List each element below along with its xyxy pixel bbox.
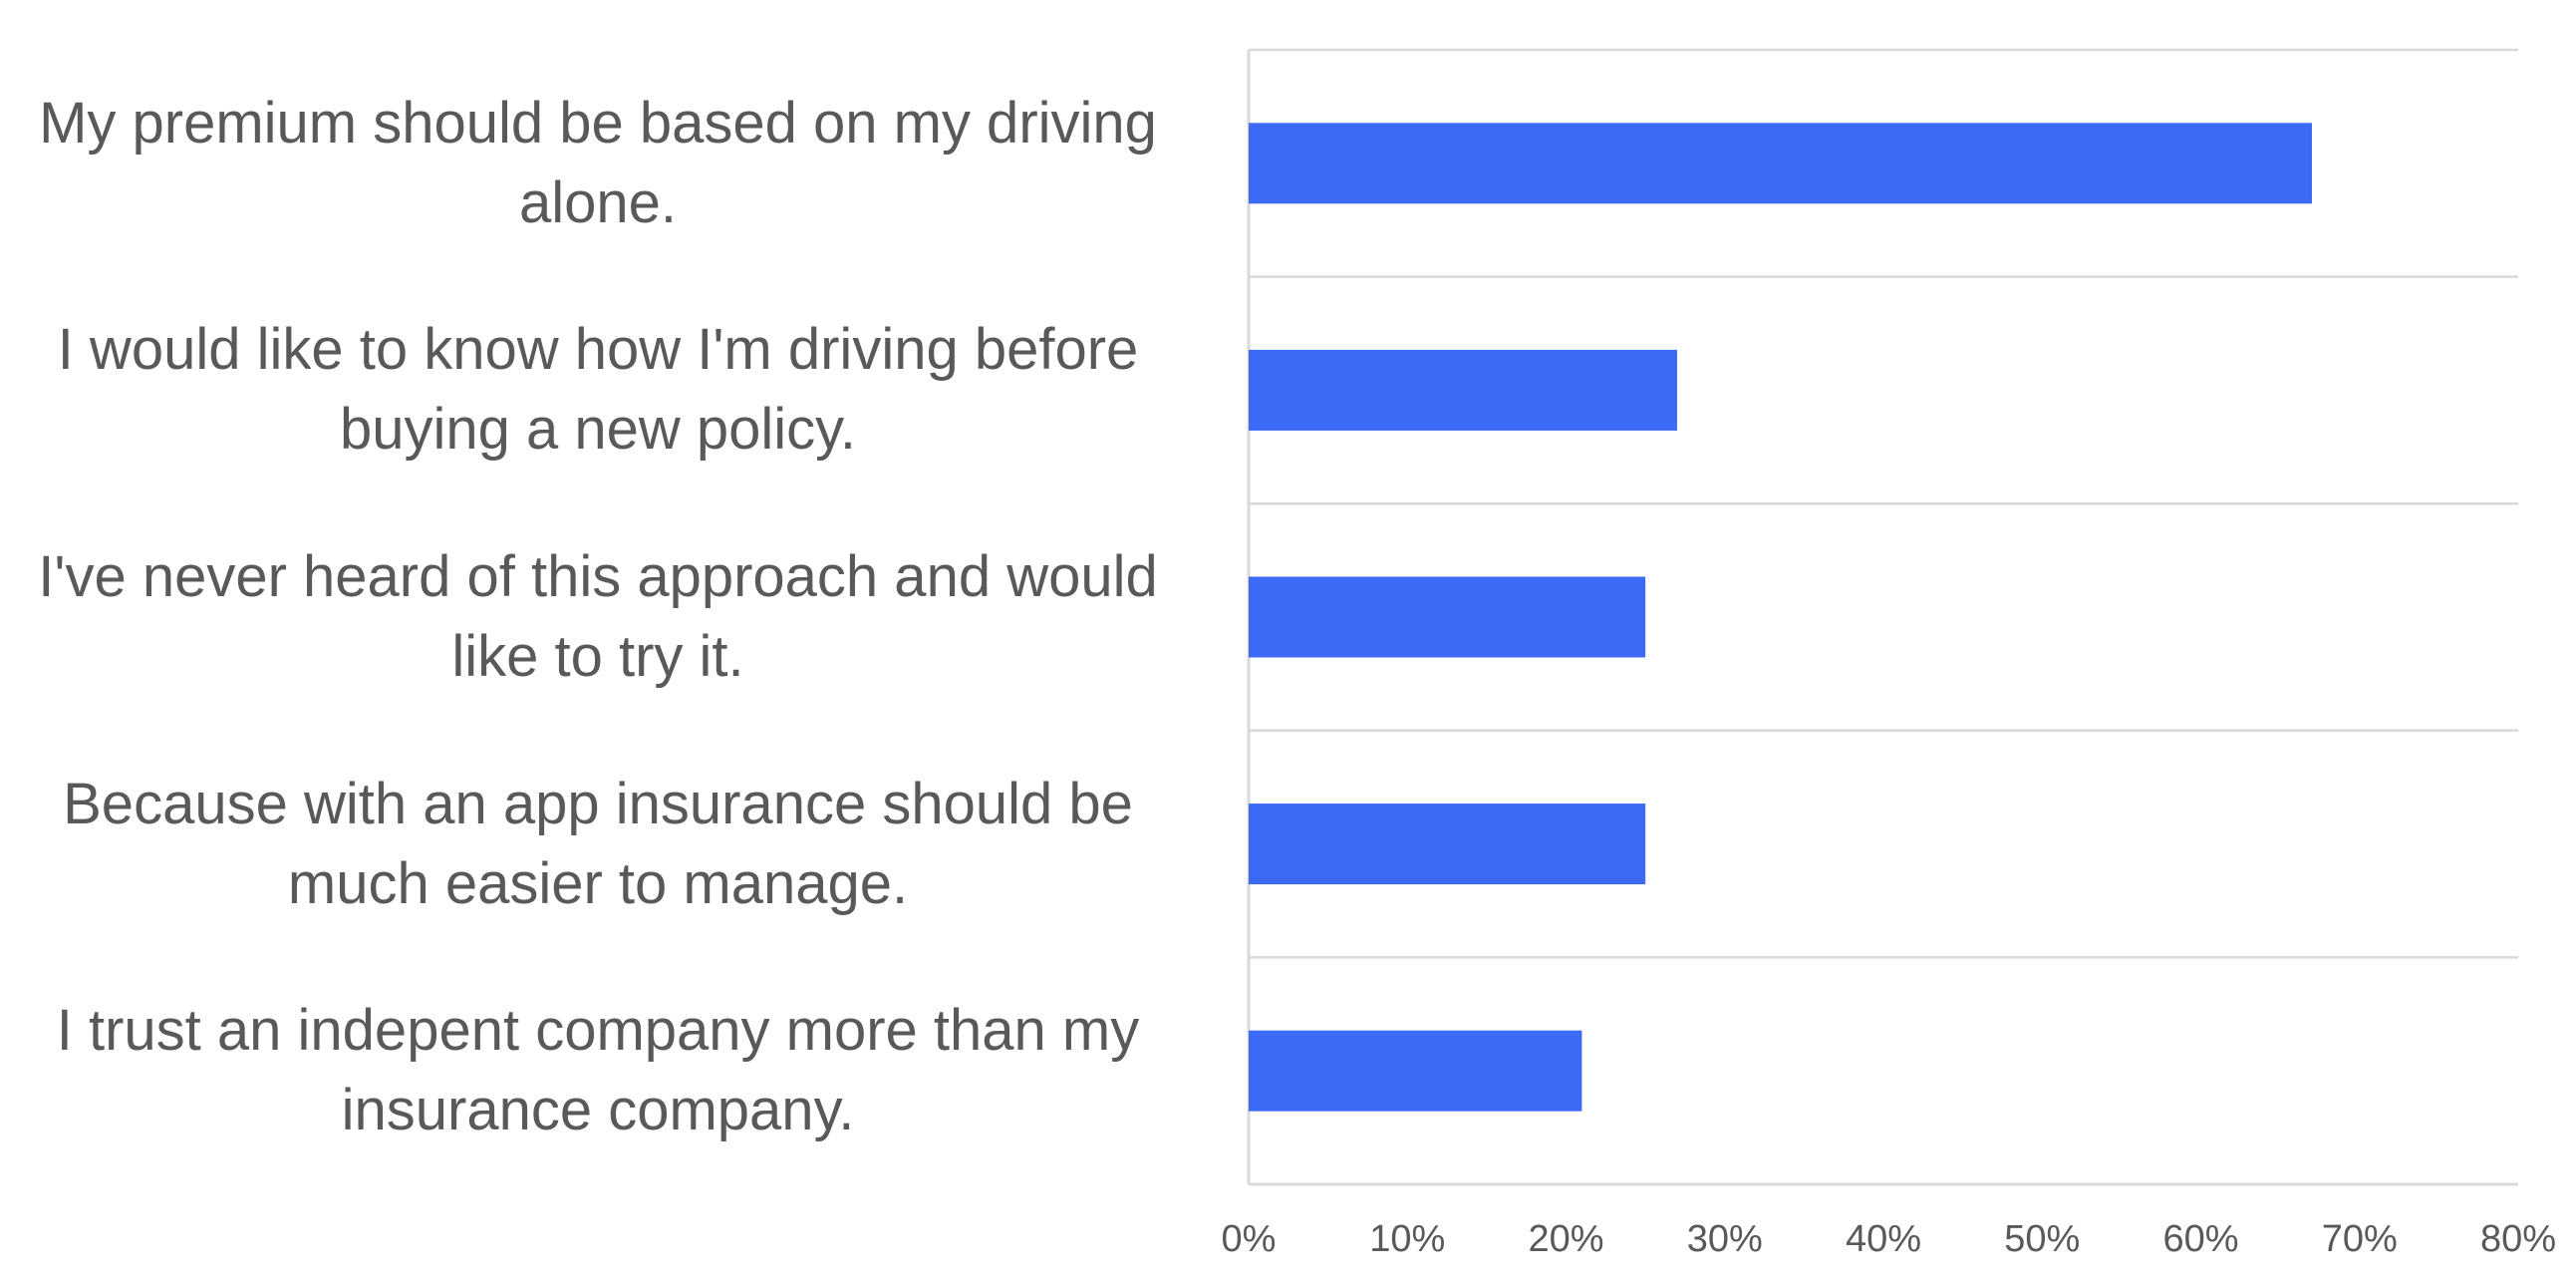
category-label-line: much easier to manage. [287, 850, 909, 916]
category-label-line: I trust an indepent company more than my [56, 998, 1140, 1064]
category-label-line: Because with an app insurance should be [63, 771, 1133, 836]
category-label: I would like to know how I'm driving bef… [10, 310, 1186, 470]
category-label-line: like to try it. [451, 624, 744, 689]
bar [1249, 349, 1677, 431]
category-label: My premium should be based on my driving… [10, 84, 1186, 243]
category-label-line: I've never heard of this approach and wo… [38, 544, 1158, 609]
x-tick-label: 50% [2004, 1218, 2080, 1260]
x-tick-label: 10% [1369, 1218, 1445, 1260]
category-label: I've never heard of this approach and wo… [10, 537, 1186, 697]
x-tick-label: 80% [2480, 1218, 2556, 1260]
category-label: I trust an indepent company more than my… [10, 991, 1186, 1150]
x-tick-label: 20% [1528, 1218, 1603, 1260]
category-label-line: I would like to know how I'm driving bef… [57, 317, 1139, 383]
x-tick-label: 60% [2162, 1218, 2238, 1260]
x-tick-label: 40% [1846, 1218, 1921, 1260]
category-label-line: insurance company. [341, 1078, 855, 1143]
x-tick-label: 70% [2322, 1218, 2398, 1260]
category-label-line: alone. [518, 169, 678, 235]
category-label-line: buying a new policy. [339, 397, 856, 463]
x-tick-label: 0% [1222, 1218, 1277, 1260]
bar [1249, 803, 1646, 885]
x-tick-label: 30% [1687, 1218, 1763, 1260]
category-label: Because with an app insurance should be m… [10, 765, 1186, 924]
bar [1249, 576, 1646, 658]
bar [1249, 123, 2312, 204]
category-label-line: My premium should be based on my driving [39, 90, 1157, 156]
bar [1249, 1030, 1582, 1112]
